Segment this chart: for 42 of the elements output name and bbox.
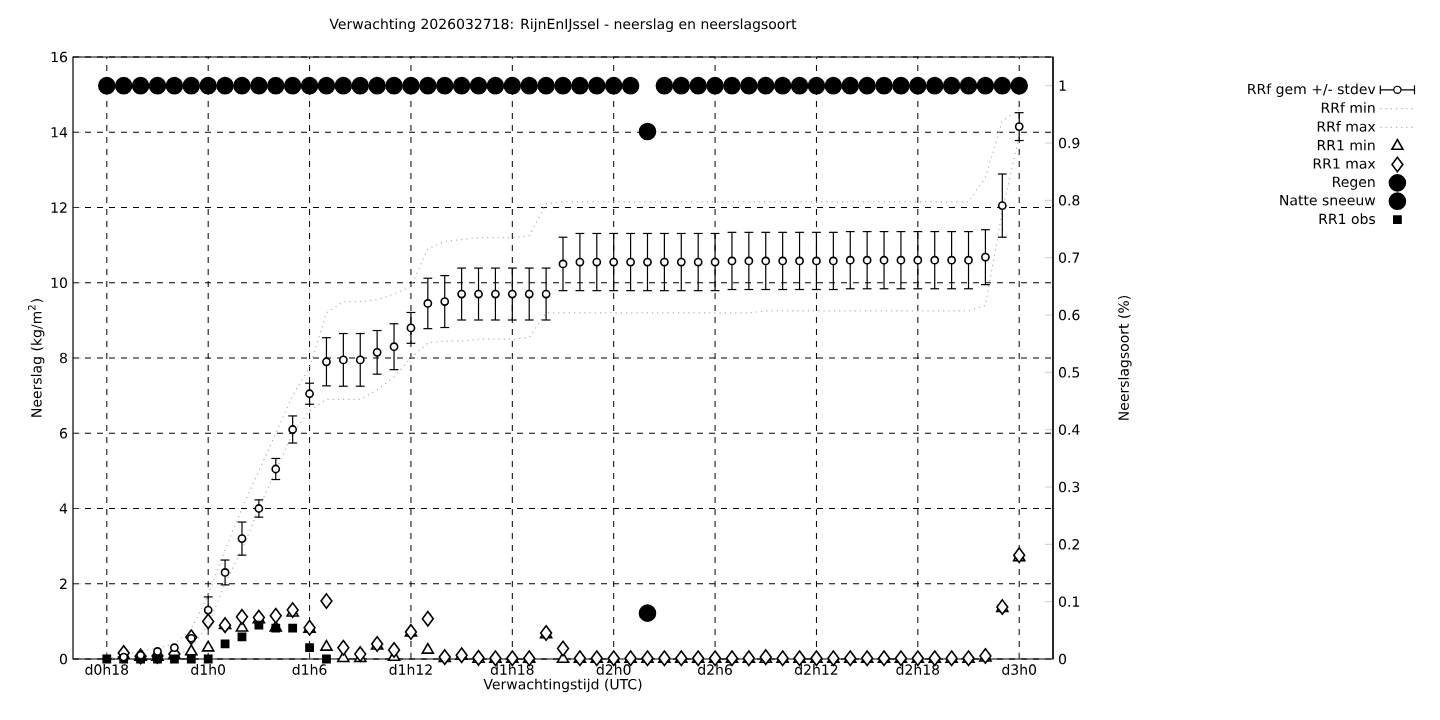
y2-tick-label: 0.4: [1058, 424, 1080, 435]
y-tick-label: 6: [60, 427, 68, 439]
y2-tick-label: 0.3: [1058, 481, 1080, 493]
legend-label: RR1 obs: [1319, 213, 1376, 225]
y2-tick-label: 0.9: [1058, 137, 1080, 149]
y-tick-label: 8: [59, 352, 67, 364]
x-tick-label: d3h0: [1002, 664, 1037, 675]
legend-label: RR1 max: [1313, 158, 1376, 169]
y-tick-label: 12: [51, 202, 67, 213]
y-tick-label: 4: [59, 503, 68, 514]
y2-tick-label: 0.1: [1058, 596, 1080, 607]
legend-label: RR1 min: [1317, 139, 1375, 151]
y2-axis-title: Neerslagsoort (%): [1118, 295, 1132, 420]
y2-tick-label: 0.7: [1058, 252, 1080, 263]
x-tick-label: d1h18: [490, 664, 534, 675]
x-tick-label: d1h12: [389, 664, 432, 675]
y-tick-label: 0: [59, 653, 67, 665]
y-tick-label: 2: [60, 578, 67, 589]
legend-label: RRf gem +/- stdev: [1248, 83, 1376, 98]
y-tick-label: 10: [51, 277, 67, 289]
y2-tick-label: 0.6: [1058, 309, 1080, 321]
y2-tick-label: 0.5: [1058, 367, 1080, 378]
y-axis-title: Neerslag (kg/m$^{2}$): [28, 299, 45, 417]
legend-label: Regen: [1333, 176, 1375, 190]
y-tick-label: 16: [51, 51, 68, 63]
legend-label: RRf max: [1317, 120, 1376, 132]
x-tick-label: d2h12: [794, 664, 838, 675]
x-tick-label: d1h0: [191, 664, 226, 675]
y-tick-label: 14: [51, 127, 68, 138]
y2-tick-label: 0.8: [1058, 195, 1080, 206]
x-tick-label: d0h18: [85, 664, 129, 675]
legend-label: Natte sneeuw: [1280, 195, 1376, 206]
y2-tick-label: 0.2: [1058, 539, 1079, 550]
chart-title: Verwachting 2026032718: RijnEnIJssel - neerslag en neerslagsoort: [329, 18, 797, 32]
x-tick-label: d2h0: [596, 664, 631, 675]
y2-tick-label: 1: [1059, 80, 1066, 91]
x-tick-label: d1h6: [292, 664, 327, 675]
x-tick-label: d2h18: [896, 664, 940, 675]
legend-label: RRf min: [1321, 102, 1375, 113]
x-axis-title: Verwachtingstijd (UTC): [483, 678, 642, 693]
x-tick-label: d2h6: [698, 664, 732, 675]
y2-tick-label: 0: [1058, 653, 1067, 665]
